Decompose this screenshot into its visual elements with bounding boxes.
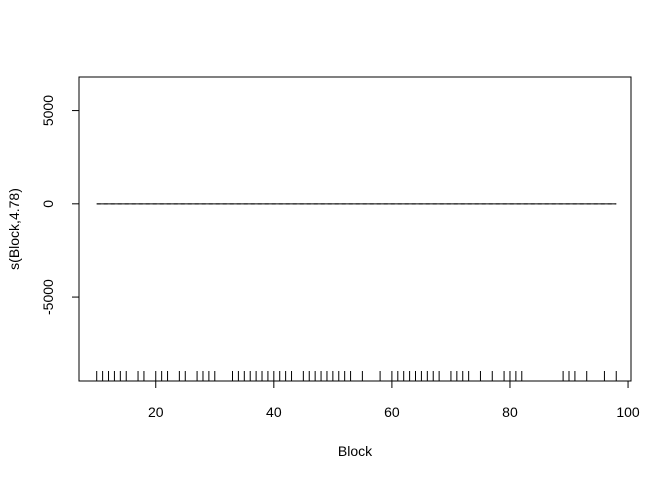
- x-axis-title: Block: [338, 443, 373, 459]
- y-tick-label: 5000: [40, 95, 56, 126]
- y-tick-label: -5000: [40, 279, 56, 315]
- x-tick-label: 40: [266, 404, 282, 420]
- x-tick-label: 80: [502, 404, 518, 420]
- x-tick-label: 60: [384, 404, 400, 420]
- y-axis-title: s(Block,4.78): [6, 188, 22, 270]
- x-axis: 20 40 60 80 100: [148, 380, 640, 420]
- x-tick-label: 100: [616, 404, 640, 420]
- x-tick-label: 20: [148, 404, 164, 420]
- y-tick-label: 0: [40, 200, 56, 208]
- plot-frame: [78, 76, 632, 382]
- rug-layer: [96, 371, 617, 381]
- y-axis: 5000 0 -5000: [40, 95, 80, 315]
